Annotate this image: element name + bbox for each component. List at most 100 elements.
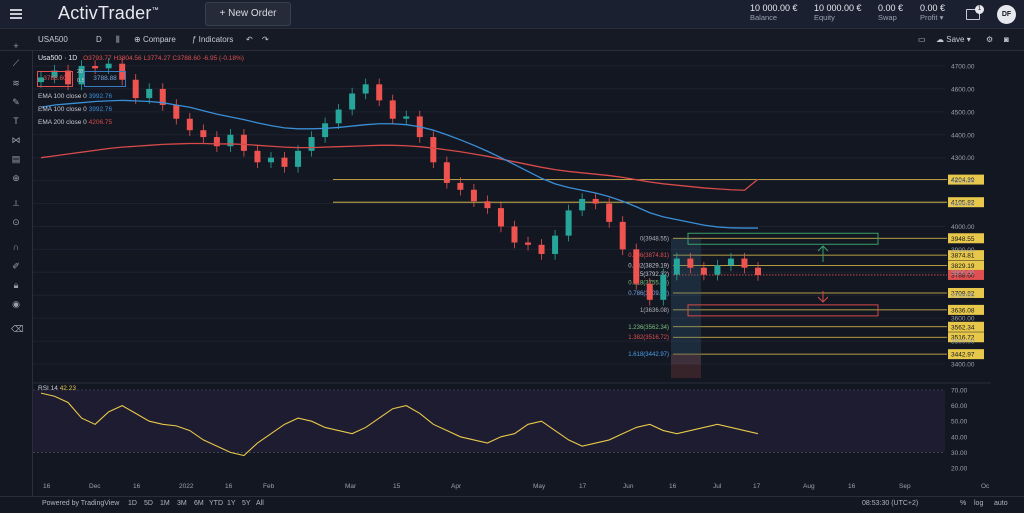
- time-axis-label: Feb: [263, 483, 275, 490]
- profit-stat[interactable]: 0.00 € Profit ▾: [920, 3, 946, 22]
- redo-icon[interactable]: ↷: [262, 35, 269, 44]
- eye-icon[interactable]: ◉: [12, 299, 20, 309]
- camera-icon[interactable]: ◙: [1004, 35, 1009, 44]
- candle-body: [538, 244, 545, 254]
- avatar[interactable]: DF: [997, 5, 1016, 24]
- target-box-green: [687, 232, 879, 245]
- bar-style-icon[interactable]: ⫼: [116, 35, 120, 44]
- range-1y[interactable]: 1Y: [227, 500, 236, 507]
- rsi-line: [40, 392, 759, 457]
- time-axis-label: 16: [225, 483, 233, 490]
- pattern-icon[interactable]: ⋈: [11, 135, 21, 145]
- time-axis-label: 16: [133, 483, 141, 490]
- stay-drawing-icon[interactable]: ✐: [12, 261, 20, 271]
- candle-body: [525, 242, 532, 245]
- brush-icon[interactable]: ✎: [12, 97, 20, 107]
- trash-icon[interactable]: ⌫: [11, 324, 24, 334]
- fib-label: 0.236(3874.81): [628, 253, 669, 259]
- price-axis-label: 3500.00: [951, 339, 975, 346]
- ema-legend-2: EMA 100 close 0 3992.76: [38, 106, 113, 113]
- measure-icon[interactable]: ⊕: [12, 173, 20, 183]
- fib-label: 0(3948.55): [640, 236, 669, 242]
- range-3m[interactable]: 3M: [177, 500, 187, 507]
- time-axis-label: Oc: [981, 483, 990, 490]
- symbol-search[interactable]: USA500: [38, 35, 68, 44]
- ema-legend-1: EMA 100 close 0 3992.76: [38, 93, 113, 100]
- range-all[interactable]: 5Y: [242, 500, 251, 507]
- text-icon[interactable]: T: [13, 116, 19, 126]
- price-chart[interactable]: 4204.39 4105.82 3948.55 3874.81 3829.19 3788.…: [33, 50, 991, 498]
- candle-body: [308, 137, 315, 151]
- chart-area[interactable]: 4204.39 4105.82 3948.55 3874.81 3829.19 3788.…: [33, 50, 991, 498]
- candle-body: [362, 84, 369, 94]
- range-5d[interactable]: 5D: [144, 500, 153, 507]
- candle-body: [349, 93, 356, 110]
- fullscreen-icon[interactable]: ▭: [918, 35, 926, 44]
- candle-body: [741, 258, 748, 268]
- fib-label: 0.382(3829.19): [628, 264, 669, 270]
- compare-button[interactable]: ⊕ Compare: [134, 35, 176, 44]
- range-1d[interactable]: 1D: [128, 500, 137, 507]
- indicators-button[interactable]: ƒ Indicators: [192, 35, 234, 44]
- interval-select[interactable]: D: [96, 35, 102, 44]
- ema-100-line: [40, 99, 758, 229]
- buy-price-box[interactable]: 3788.88: [84, 71, 126, 87]
- auto-toggle[interactable]: auto: [994, 500, 1008, 507]
- pitchfork-icon[interactable]: ≋: [12, 78, 20, 88]
- messages-icon[interactable]: [966, 9, 980, 20]
- level-label: 3562.34: [951, 324, 975, 331]
- zoom-icon[interactable]: ⊙: [12, 217, 20, 227]
- price-axis-label: 4000.00: [951, 224, 975, 231]
- prediction-icon[interactable]: ▤: [11, 154, 21, 164]
- clock[interactable]: 08:53:30 (UTC+2): [862, 500, 919, 507]
- magnet-icon[interactable]: ∩: [12, 242, 20, 252]
- sell-price-box[interactable]: 3788.60: [37, 71, 73, 87]
- price-axis-label: 4700.00: [951, 64, 975, 71]
- candle-body: [457, 182, 464, 190]
- undo-icon[interactable]: ↶: [246, 35, 253, 44]
- candle-body: [240, 134, 247, 151]
- rsi-band: [33, 390, 945, 453]
- level-label: 3829.19: [951, 263, 975, 270]
- fib-label: 1.618(3442.97): [628, 352, 669, 358]
- price-axis-label: 3800.00: [951, 270, 975, 277]
- top-bar: ActivTrader™ + New Order 10 000.00 € Bala…: [0, 0, 1024, 29]
- level-label-bg: [948, 174, 984, 185]
- candle-body: [200, 130, 207, 138]
- trend-line-icon[interactable]: ⟋: [12, 58, 20, 68]
- range-5y[interactable]: All: [256, 500, 264, 507]
- candle-body: [389, 100, 396, 119]
- balance-stat: 10 000.00 € Balance: [750, 3, 798, 22]
- percent-toggle[interactable]: %: [960, 500, 967, 507]
- candle-body: [213, 137, 220, 147]
- target-box-red: [687, 304, 879, 317]
- log-toggle[interactable]: log: [974, 500, 984, 507]
- chart-toolbar: USA500 D ⫼ ⊕ Compare ƒ Indicators ↶ ↷ ▭ …: [0, 30, 1024, 51]
- fib-zone-extension: [671, 354, 701, 379]
- settings-icon[interactable]: ⚙: [986, 35, 994, 44]
- new-order-button[interactable]: + New Order: [205, 2, 291, 26]
- messages-badge: 1: [975, 5, 984, 14]
- candle-body: [579, 198, 586, 211]
- range-ytd[interactable]: YTD: [209, 500, 223, 507]
- crosshair-icon[interactable]: +: [13, 41, 19, 51]
- save-button[interactable]: ☁ Save ▾: [936, 35, 971, 44]
- equity-stat: 10 000.00 € Equity: [814, 3, 862, 22]
- candle-body: [38, 77, 44, 83]
- candle-body: [132, 79, 139, 99]
- spread-top: 28: [77, 69, 84, 75]
- price-axis-label: 4300.00: [951, 155, 975, 162]
- time-axis-label: May: [533, 483, 546, 490]
- candle-body: [146, 88, 153, 99]
- lock-icon[interactable]: 🔒︎: [13, 280, 19, 290]
- time-axis-label: 16: [43, 483, 51, 490]
- candle-body: [281, 157, 288, 167]
- range-6m[interactable]: 6M: [194, 500, 204, 507]
- swap-stat: 0.00 € Swap: [878, 3, 904, 22]
- ruler-icon[interactable]: ⟂: [12, 198, 19, 208]
- level-label-bg: [948, 269, 984, 280]
- ema-200-line: [40, 142, 759, 191]
- level-label: 4204.39: [951, 177, 975, 184]
- range-1m[interactable]: 1M: [160, 500, 170, 507]
- menu-icon[interactable]: [10, 9, 22, 19]
